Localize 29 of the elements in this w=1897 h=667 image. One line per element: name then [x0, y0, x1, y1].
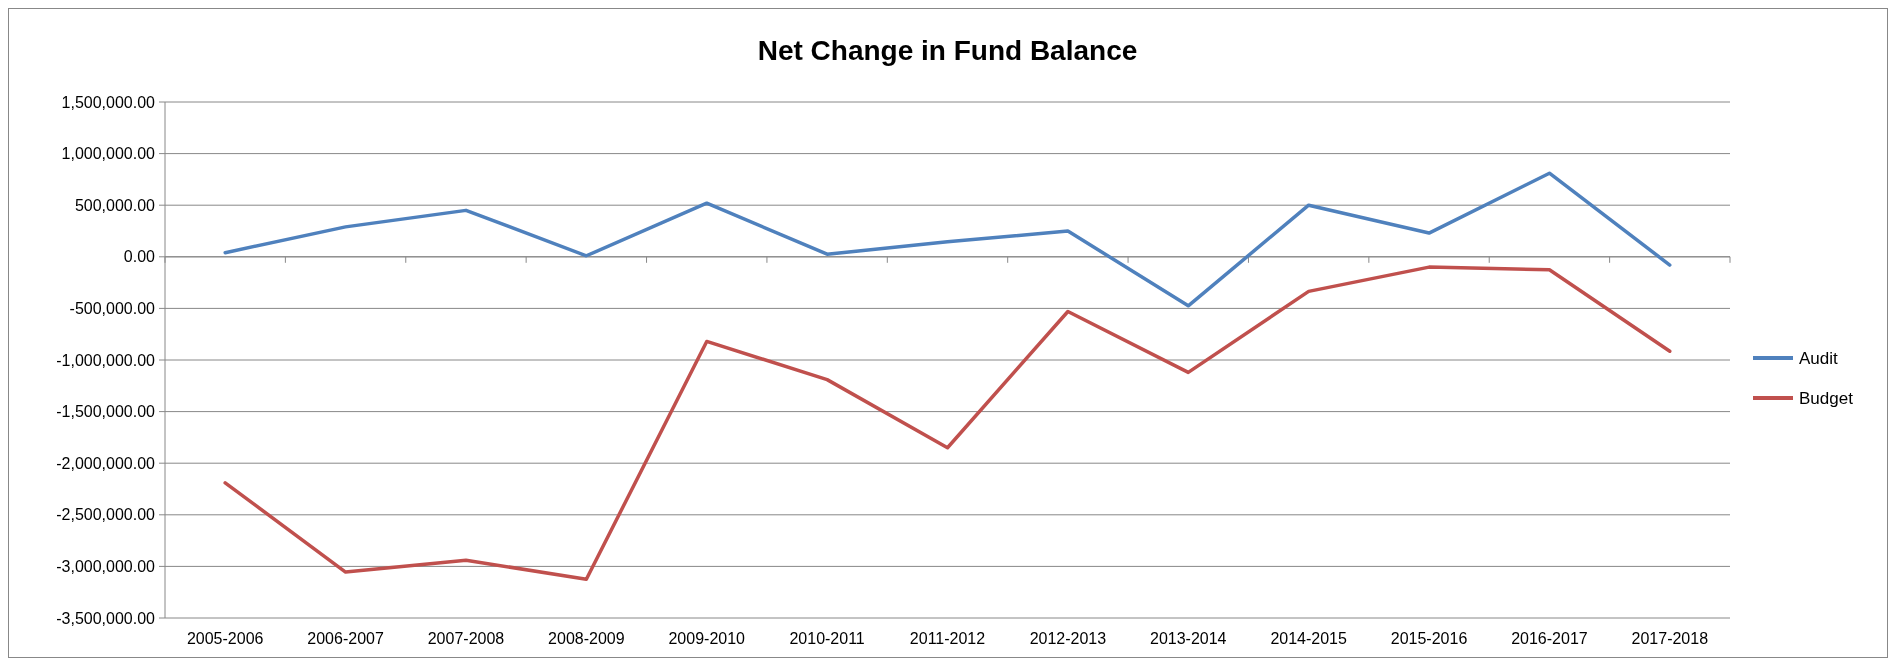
y-tick-label: 1,000,000.00: [61, 145, 156, 163]
x-tick-label: 2013-2014: [1150, 630, 1227, 647]
x-tick-label: 2010-2011: [789, 630, 865, 647]
legend-label: Audit: [1799, 348, 1839, 368]
y-tick-label: -3,000,000.00: [56, 558, 156, 575]
x-tick-label: 2017-2018: [1631, 630, 1709, 647]
y-tick-label: -1,500,000.00: [56, 403, 156, 421]
x-tick-label: 2009-2010: [668, 630, 746, 647]
x-tick-label: 2014-2015: [1270, 630, 1348, 647]
x-tick-label: 2008-2009: [548, 630, 625, 647]
line-series: [223, 171, 1672, 308]
x-tick-label: 2005-2006: [186, 630, 264, 647]
x-tick-label: 2007-2008: [427, 630, 505, 647]
y-tick-label: 0.00: [123, 248, 156, 266]
y-tick-label: -1,000,000.00: [56, 351, 156, 369]
y-tick-label: -2,500,000.00: [56, 506, 156, 524]
x-tick-label: 2006-2007: [307, 630, 384, 647]
y-tick-label: 500,000.00: [74, 196, 156, 214]
y-tick-label: -500,000.00: [69, 300, 156, 317]
y-tick-label: -2,000,000.00: [56, 454, 156, 472]
x-tick-label: 2015-2016: [1390, 630, 1468, 647]
x-tick-label: 2016-2017: [1511, 630, 1588, 647]
chart-title: Net Change in Fund Balance: [757, 35, 1138, 66]
x-tick-label: 2012-2013: [1029, 630, 1107, 647]
y-tick-label: 1,500,000.00: [61, 93, 156, 111]
line-series: [223, 265, 1672, 582]
y-tick-label: -3,500,000.00: [56, 609, 156, 627]
legend-label: Budget: [1799, 388, 1854, 408]
x-tick-label: 2011-2012: [909, 630, 986, 647]
